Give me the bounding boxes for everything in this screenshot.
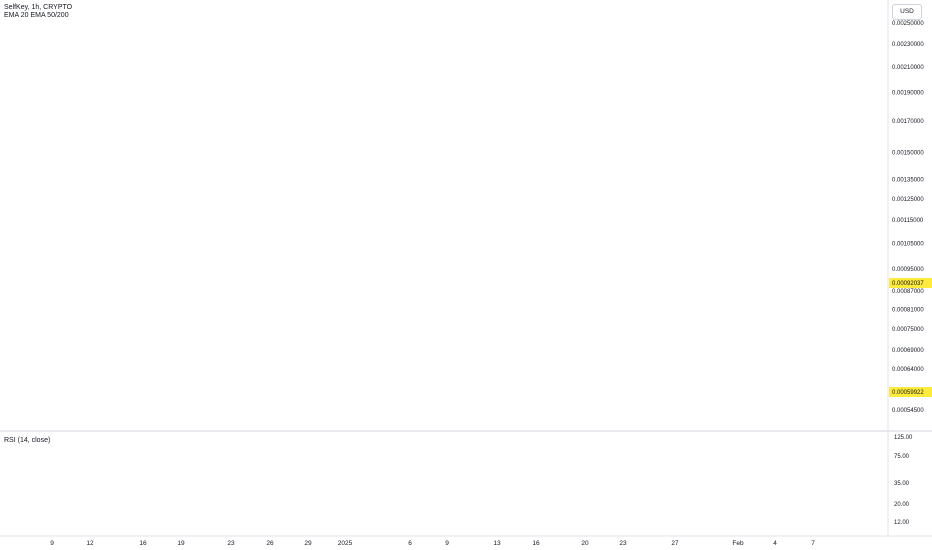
price-tick-label: 0.00081000 [892, 307, 924, 313]
price-tick-label: 0.00210000 [892, 65, 924, 71]
time-tick-label: 29 [304, 540, 312, 547]
rsi-title: RSI (14, close) [4, 437, 51, 444]
time-tick-label: 9 [445, 540, 449, 547]
price-tick-label: 0.00135000 [892, 177, 924, 183]
time-tick-label: 20 [581, 540, 589, 547]
rsi-tick-label: 20.00 [894, 502, 910, 508]
price-badge-bg [889, 278, 932, 288]
price-tick-label: 0.00125000 [892, 197, 924, 203]
price-tick-label: 0.00115000 [892, 218, 924, 224]
currency-button[interactable]: USD [892, 4, 922, 20]
time-tick-label: 4 [773, 540, 777, 547]
time-tick-label: 13 [493, 540, 501, 547]
time-tick-label: 23 [619, 540, 627, 547]
time-tick-label: Feb [732, 540, 744, 547]
price-tick-label: 0.00105000 [892, 241, 924, 247]
price-tick-label: 0.00075000 [892, 327, 924, 333]
price-badge-label: 0.00059922 [892, 390, 924, 396]
time-tick-label: 6 [408, 540, 412, 547]
time-tick-label: 19 [177, 540, 185, 547]
price-tick-label: 0.00054500 [892, 408, 924, 414]
symbol-label: SelfKey, 1h, CRYPTO [4, 4, 73, 11]
price-tick-label: 0.00230000 [892, 42, 924, 48]
time-tick-label: 23 [227, 540, 235, 547]
price-tick-label: 0.00250000 [892, 21, 924, 27]
price-tick-label: 0.00170000 [892, 119, 924, 125]
rsi-tick-label: 12.00 [894, 520, 910, 526]
price-tick-label: 0.00064000 [892, 367, 924, 373]
chart-title: SelfKey, 1h, CRYPTO EMA 20 EMA 50/200 [4, 4, 72, 20]
time-tick-label: 26 [266, 540, 274, 547]
rsi-tick-label: 125.00 [894, 435, 913, 441]
time-tick-label: 16 [139, 540, 147, 547]
time-tick-label: 16 [532, 540, 540, 547]
price-tick-label: 0.00190000 [892, 91, 924, 97]
time-tick-label: 9 [50, 540, 54, 547]
price-tick-label: 0.00095000 [892, 267, 924, 273]
time-tick-label: 7 [811, 540, 815, 547]
price-badge-label: 0.00092037 [892, 281, 924, 287]
rsi-tick-label: 35.00 [894, 481, 910, 487]
time-tick-label: 2025 [338, 540, 353, 547]
time-tick-label: 12 [86, 540, 94, 547]
indicator-label: EMA 20 EMA 50/200 [4, 12, 69, 19]
price-badge-bg [889, 387, 932, 397]
rsi-tick-label: 75.00 [894, 454, 910, 460]
price-tick-label: 0.00087000 [892, 289, 924, 295]
price-tick-label: 0.00069000 [892, 348, 924, 354]
price-tick-label: 0.00150000 [892, 151, 924, 157]
time-tick-label: 27 [671, 540, 679, 547]
